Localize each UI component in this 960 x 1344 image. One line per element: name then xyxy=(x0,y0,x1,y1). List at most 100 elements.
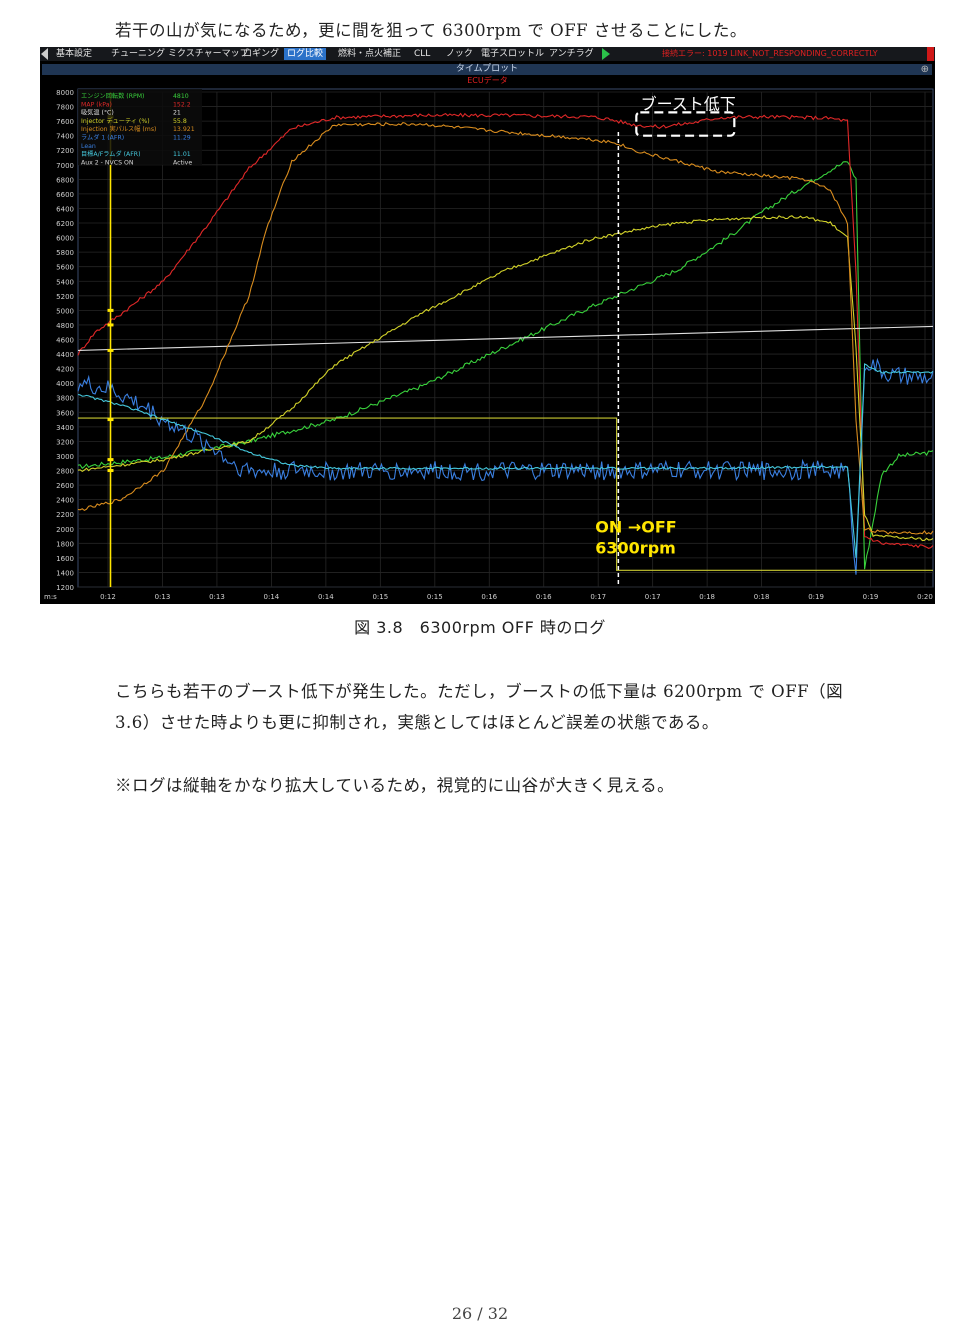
close-icon[interactable] xyxy=(927,47,934,61)
legend-label: Injector デューティ (%) xyxy=(81,117,150,125)
x-tick-label: 0:15 xyxy=(372,593,388,601)
series-line xyxy=(77,121,934,535)
y-tick-label: 7000 xyxy=(56,162,74,170)
x-tick-label: 0:18 xyxy=(699,593,715,601)
tab-fuel-ignition[interactable]: 燃料・点火補正 xyxy=(338,49,402,59)
log-figure: 8000 7800 7600 7400 7200 7000 6800 6600 6400 6200… xyxy=(40,47,935,604)
y-tick-label: 5800 xyxy=(56,249,74,257)
legend-label: ラムダ 1 (AFR) xyxy=(81,134,124,142)
x-tick-label: 0:14 xyxy=(318,593,334,601)
cursor-marker xyxy=(107,418,114,422)
y-tick-label: 7800 xyxy=(56,104,74,112)
intro-paragraph: 若干の山が気になるため，更に間を狙って 6300rpm で OFF させることに… xyxy=(115,21,747,40)
y-tick-label: 3000 xyxy=(56,453,74,461)
y-tick-label: 2200 xyxy=(56,511,74,519)
y-tick-label: 4600 xyxy=(56,337,74,345)
x-axis-unit-label: m:s xyxy=(44,593,57,601)
legend-label: 吸気温 (°C) xyxy=(81,109,114,117)
y-tick-label: 3800 xyxy=(56,395,74,403)
legend-label: Aux 2 - NVCS ON xyxy=(81,159,134,166)
plot-subtitle: ECUデータ xyxy=(467,76,508,85)
tab-e-throttle[interactable]: 電子スロットル xyxy=(481,49,545,59)
x-tick-label: 0:19 xyxy=(863,593,879,601)
tab-tuning[interactable]: チューニング xyxy=(111,49,166,59)
y-tick-label: 2600 xyxy=(56,482,74,490)
back-arrow-icon[interactable] xyxy=(41,48,48,60)
y-tick-label: 1600 xyxy=(56,555,74,563)
rpm-callout: 6300rpm xyxy=(595,539,676,558)
y-tick-label: 7400 xyxy=(56,133,74,141)
plot-title-bar: タイムプロット ⊕ xyxy=(42,64,932,75)
x-tick-label: 0:17 xyxy=(645,593,661,601)
x-tick-label: 0:13 xyxy=(155,593,171,601)
y-tick-label: 1200 xyxy=(56,584,74,592)
cursor-marker xyxy=(107,323,114,327)
y-tick-label: 1400 xyxy=(56,569,74,577)
legend-label: 目標A/Fラムダ (AFR) xyxy=(81,150,141,158)
tab-mixture-map[interactable]: ミクスチャーマップ xyxy=(168,49,249,59)
y-tick-label: 4400 xyxy=(56,351,74,359)
legend-value: 4810 xyxy=(173,93,189,100)
series-line xyxy=(77,215,934,542)
page-number: 26 / 32 xyxy=(451,1304,509,1323)
y-tick-label: 5000 xyxy=(56,307,74,315)
y-tick-label: 2800 xyxy=(56,468,74,476)
tab-log-compare[interactable]: ログ比較 xyxy=(284,48,327,60)
cursor-marker xyxy=(107,458,114,462)
y-tick-label: 4800 xyxy=(56,322,74,330)
series-line xyxy=(77,325,934,351)
legend-value: Active xyxy=(173,159,192,166)
x-tick-label: 0:17 xyxy=(590,593,606,601)
plot-title: タイムプロット xyxy=(455,64,519,74)
x-tick-label: 0:18 xyxy=(754,593,770,601)
y-tick-label: 6400 xyxy=(56,205,74,213)
y-tick-label: 2000 xyxy=(56,526,74,534)
legend-value: 152.2 xyxy=(173,101,191,108)
legend-label: エンジン回転数 (RPM) xyxy=(81,92,144,100)
y-tick-label: 4200 xyxy=(56,366,74,374)
series-line xyxy=(77,161,934,570)
figure-caption: 図 3.8 6300rpm OFF 時のログ xyxy=(354,618,606,637)
legend-value: 21 xyxy=(173,110,181,117)
x-tick-label: 0:15 xyxy=(427,593,443,601)
y-tick-label: 4000 xyxy=(56,380,74,388)
y-tick-label: 6200 xyxy=(56,220,74,228)
y-tick-label: 6000 xyxy=(56,235,74,243)
x-tick-label: 0:20 xyxy=(917,593,933,601)
connection-error-text: 接続エラー: 1019 LINK_NOT_RESPONDING_CORRECTL… xyxy=(662,49,878,58)
series-line xyxy=(78,417,933,571)
legend-label: MAP (kPa) xyxy=(81,101,112,108)
y-tick-label: 5600 xyxy=(56,264,74,272)
cursor-marker xyxy=(107,308,114,312)
legend-background xyxy=(78,89,202,165)
cursor-marker xyxy=(107,469,114,473)
y-tick-label: 5400 xyxy=(56,278,74,286)
x-tick-label: 0:19 xyxy=(808,593,824,601)
paragraph-line-2: 3.6）させた時よりも更に抑制され，実態としてはほとんど誤差の状態である。 xyxy=(115,713,719,732)
legend-value: 13.921 xyxy=(173,126,195,133)
tab-antilag[interactable]: アンチラグ xyxy=(549,49,594,59)
series-line xyxy=(77,363,934,558)
y-tick-label: 8000 xyxy=(56,89,74,97)
legend-value: 11.29 xyxy=(173,135,191,142)
y-tick-label: 5200 xyxy=(56,293,74,301)
legend-label: Lean xyxy=(81,143,96,150)
y-tick-label: 3200 xyxy=(56,438,74,446)
tab-logging[interactable]: ロギング xyxy=(243,49,280,59)
series-line xyxy=(77,357,934,575)
y-tick-label: 3400 xyxy=(56,424,74,432)
boost-drop-highlight-box xyxy=(635,111,736,137)
legend-panel: エンジン回転数 (RPM) 4810 MAP (kPa) 152.2 吸気温 (°C) 2… xyxy=(78,89,202,166)
y-tick-label: 2400 xyxy=(56,497,74,505)
paragraph-line-1: こちらも若干のブースト低下が発生した。ただし，ブーストの低下量は 6200rpm… xyxy=(115,682,844,701)
expand-icon[interactable]: ⊕ xyxy=(920,64,929,75)
x-tick-label: 0:16 xyxy=(536,593,552,601)
on-off-callout: ON →OFF xyxy=(595,517,676,536)
play-icon[interactable] xyxy=(602,48,610,60)
series-line xyxy=(77,112,934,550)
tab-knock[interactable]: ノック xyxy=(446,49,473,59)
tab-cll[interactable]: CLL xyxy=(414,49,431,59)
tab-basic-settings[interactable]: 基本設定 xyxy=(56,49,93,59)
y-tick-label: 7600 xyxy=(56,118,74,126)
y-tick-label: 7200 xyxy=(56,147,74,155)
